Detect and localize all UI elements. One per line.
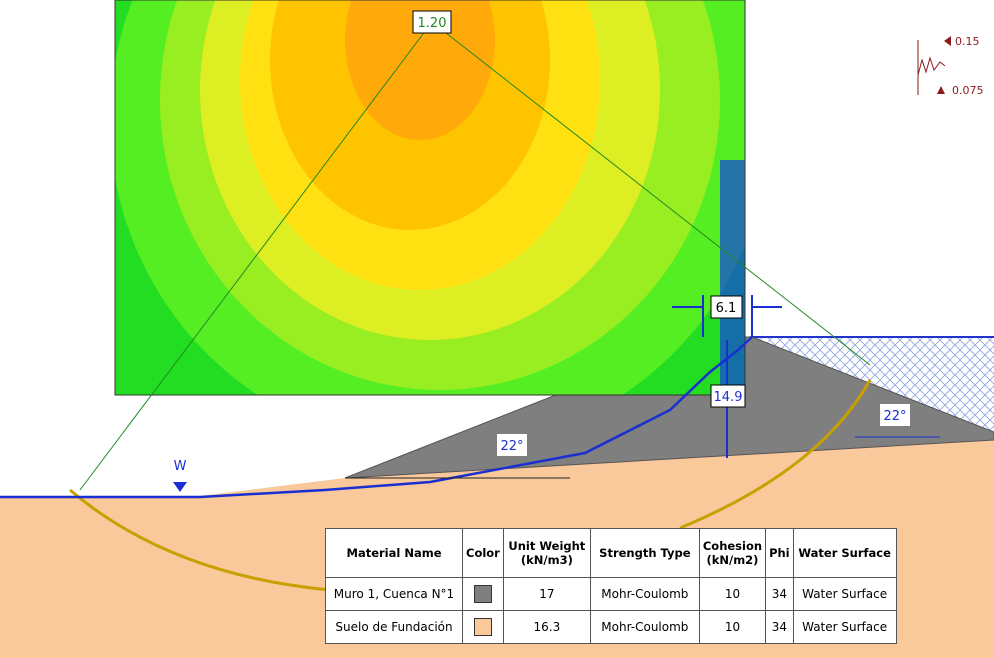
legend-icon: [917, 40, 946, 95]
grid-border: [114, 0, 746, 396]
cell: Water Surface: [792, 577, 897, 611]
safety-factor: 1.20: [418, 16, 447, 31]
slope-angle: 22°: [500, 439, 523, 454]
dam-height: 14.9: [714, 390, 743, 405]
header: Phi: [765, 528, 794, 578]
cell: Suelo de Fundación: [325, 610, 463, 644]
label-box: [710, 384, 746, 408]
cell: 10: [698, 577, 767, 611]
cell: Muro 1, Cuenca N°1: [325, 577, 463, 611]
header: Color: [462, 528, 504, 578]
cell: 16.3: [502, 610, 591, 644]
materials-table: Material Name Color Unit Weight (kN/m3) …: [325, 528, 897, 644]
cell: Water Surface: [792, 610, 897, 644]
slip-surface: [679, 379, 872, 530]
label-box: [710, 295, 743, 319]
swatch-cell: [462, 577, 504, 611]
label-box: [497, 434, 527, 456]
swatch: [473, 618, 492, 636]
cell: 34: [765, 577, 794, 611]
label-box: [880, 404, 910, 426]
legend-high: 0.15: [955, 35, 980, 48]
cell: Mohr-Coulomb: [589, 577, 700, 611]
legend-low: 0.075: [952, 84, 984, 97]
header: Unit Weight (kN/m3): [502, 528, 591, 578]
swatch: [473, 585, 492, 603]
header: Strength Type: [589, 528, 700, 578]
label-box: [412, 10, 452, 34]
legend-arrow: [944, 36, 951, 46]
header: Water Surface: [792, 528, 897, 578]
water-triangle: [173, 482, 187, 492]
cell: 10: [698, 610, 767, 644]
crest-width: 6.1: [716, 301, 737, 316]
phreatic-line: [0, 336, 753, 499]
slip-lines: [79, 21, 871, 491]
header: Cohesion (kN/m2): [698, 528, 767, 578]
slip-surface: [69, 488, 331, 592]
cell: Mohr-Coulomb: [589, 610, 700, 644]
cell: 34: [765, 610, 794, 644]
header: Material Name: [325, 528, 463, 578]
swatch-cell: [462, 610, 504, 644]
safety-contours: [115, 0, 745, 395]
slope-angle: 22°: [883, 409, 906, 424]
legend-arrow: [937, 86, 945, 94]
water-marker: W: [174, 459, 187, 474]
cell: 17: [502, 577, 591, 611]
